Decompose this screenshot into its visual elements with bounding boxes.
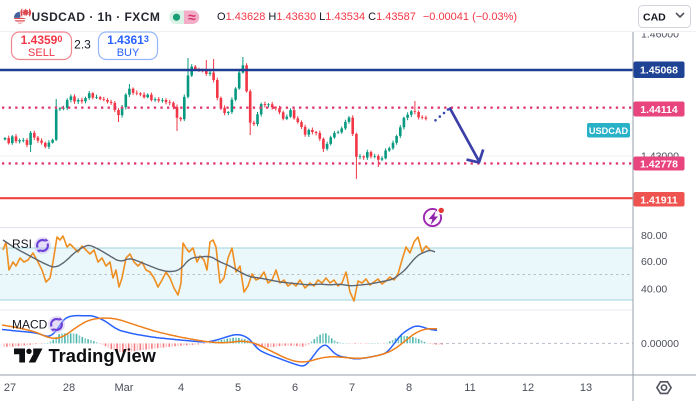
svg-text:4: 4: [178, 382, 184, 394]
svg-text:1.43590: 1.43590: [21, 33, 63, 47]
svg-text:1.44114: 1.44114: [640, 104, 678, 116]
svg-text:1.43613: 1.43613: [107, 33, 149, 47]
svg-text:USDCAD: USDCAD: [589, 126, 629, 136]
svg-text:40.00: 40.00: [641, 284, 667, 296]
svg-text:CAD: CAD: [643, 12, 666, 24]
svg-text:TradingView: TradingView: [49, 345, 157, 366]
svg-text:7: 7: [349, 382, 355, 394]
svg-text:MACD: MACD: [12, 318, 48, 332]
svg-text:12: 12: [522, 382, 534, 394]
svg-text:Mar: Mar: [115, 382, 134, 394]
svg-text:8: 8: [406, 382, 412, 394]
svg-text:1.41911: 1.41911: [640, 195, 678, 207]
svg-text:6: 6: [292, 382, 298, 394]
svg-text:13: 13: [580, 382, 592, 394]
svg-text:≈: ≈: [188, 9, 196, 25]
svg-text:BUY: BUY: [117, 47, 140, 59]
svg-text:60.00: 60.00: [641, 256, 667, 268]
svg-text:0.00000: 0.00000: [641, 338, 679, 350]
svg-text:11: 11: [464, 382, 475, 394]
svg-text:O1.43628 H1.43630 L1.43534 C1.: O1.43628 H1.43630 L1.43534 C1.43587 −0.00…: [217, 11, 517, 23]
svg-text:27: 27: [4, 382, 16, 394]
svg-text:5: 5: [235, 382, 241, 394]
svg-text:2.3: 2.3: [74, 38, 91, 52]
svg-text:RSI: RSI: [12, 237, 32, 251]
svg-text:28: 28: [63, 382, 75, 394]
svg-text:1.45068: 1.45068: [640, 65, 678, 77]
svg-text:1.42778: 1.42778: [640, 159, 678, 171]
svg-text:USDCAD · 1h · FXCM: USDCAD · 1h · FXCM: [32, 10, 161, 24]
svg-text:SELL: SELL: [28, 47, 55, 59]
svg-text:80.00: 80.00: [641, 230, 667, 242]
